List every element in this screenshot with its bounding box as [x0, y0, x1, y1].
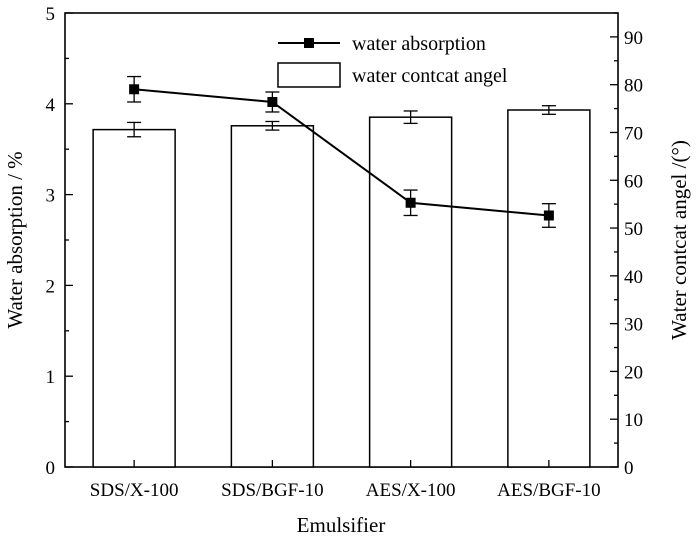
series-line-water-absorption	[134, 88, 549, 217]
right-tick-label-0: 0	[624, 458, 634, 479]
legend: water absorption water contcat angel	[277, 33, 508, 88]
right-tick-label-2: 20	[624, 362, 643, 383]
right-tick-label-7: 70	[624, 123, 643, 144]
left-tick-label-5: 5	[46, 4, 56, 25]
left-axis-ticks: 0 1 2 3 4 5	[46, 4, 73, 479]
bars-group	[92, 109, 591, 468]
x-tick-label-3: AES/BGF-10	[497, 480, 600, 501]
right-tick-label-3: 30	[624, 315, 643, 336]
right-axis-title: Water contcat angel /(°)	[667, 140, 691, 340]
left-axis-title: Water absorption / %	[3, 151, 27, 328]
right-tick-label-6: 60	[624, 171, 643, 192]
left-tick-label-3: 3	[46, 186, 56, 207]
left-tick-label-1: 1	[46, 367, 56, 388]
x-axis-title: Emulsifier	[297, 513, 386, 537]
bar-1	[230, 125, 315, 468]
x-tick-label-1: SDS/BGF-10	[221, 480, 323, 501]
point-0	[129, 84, 140, 95]
right-tick-label-8: 80	[624, 76, 643, 97]
point-2	[405, 197, 416, 208]
legend-label-bar: water contcat angel	[352, 65, 508, 87]
bar-error-bars-group	[127, 105, 556, 138]
bar-0	[92, 128, 176, 468]
left-tick-label-2: 2	[46, 276, 56, 297]
left-tick-label-4: 4	[46, 95, 56, 116]
right-tick-label-9: 90	[624, 28, 643, 49]
legend-bar-swatch	[277, 62, 341, 88]
x-axis-ticks: SDS/X-100 SDS/BGF-10 AES/X-100 AES/BGF-10	[90, 460, 601, 501]
left-tick-label-0: 0	[46, 458, 56, 479]
markers-group	[129, 84, 554, 221]
x-tick-label-0: SDS/X-100	[90, 480, 179, 501]
right-tick-label-5: 50	[624, 219, 643, 240]
bar-3	[507, 109, 591, 468]
right-tick-label-1: 10	[624, 410, 643, 431]
legend-label-line: water absorption	[352, 33, 486, 55]
point-3	[543, 210, 554, 221]
right-axis-ticks: 0 10 20 30 40 50 60 70 80 90	[610, 12, 643, 479]
bar-2	[368, 116, 453, 468]
x-tick-label-2: AES/X-100	[366, 480, 456, 501]
point-1	[267, 96, 278, 107]
legend-line-marker	[304, 38, 314, 48]
right-tick-label-4: 40	[624, 267, 643, 288]
